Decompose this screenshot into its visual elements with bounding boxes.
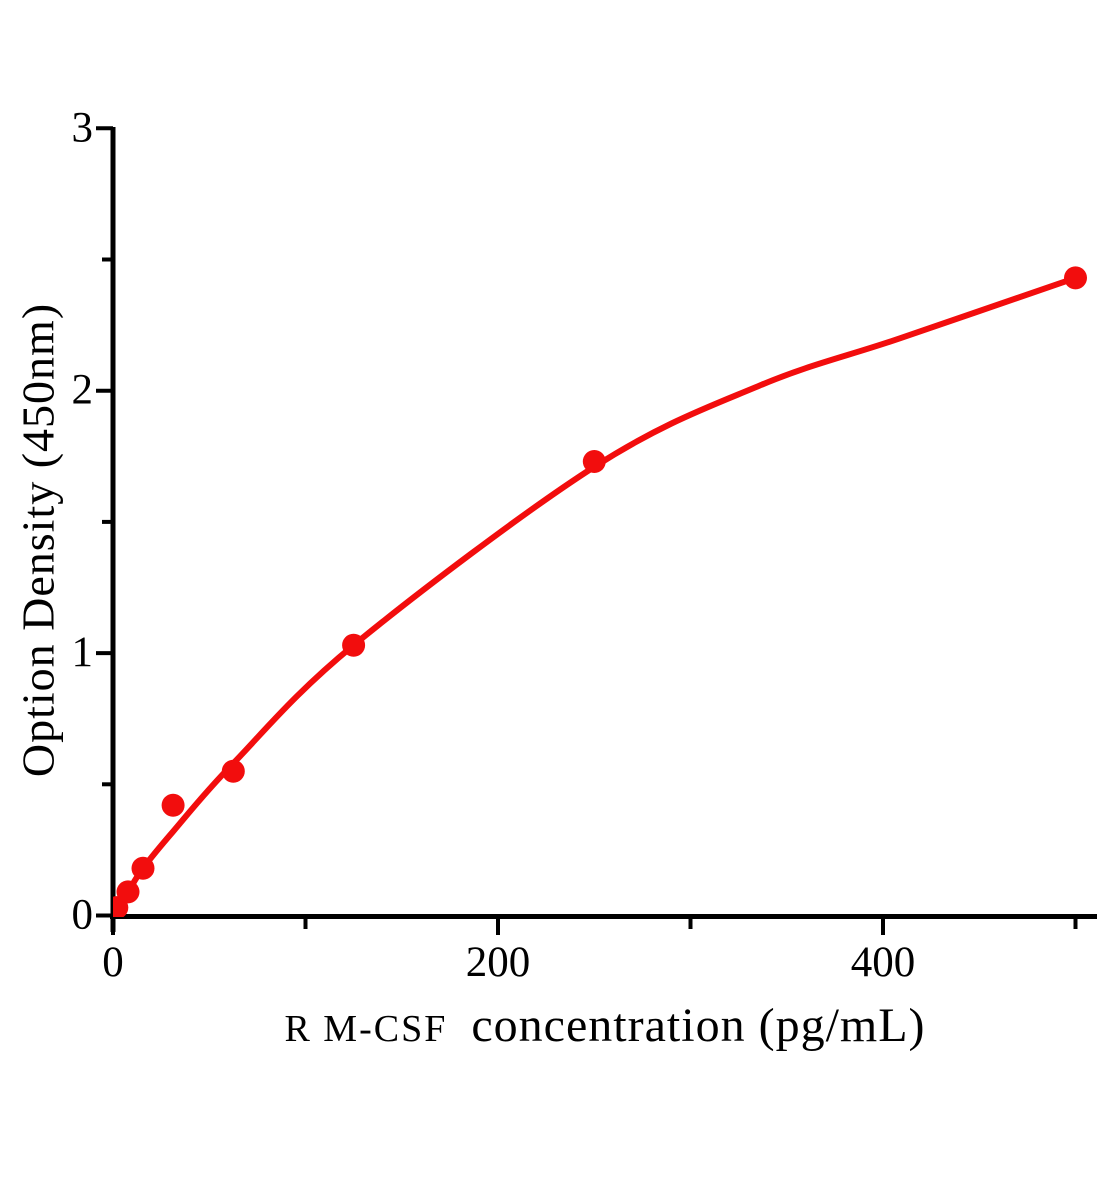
y-tick-label-0: 0 <box>72 892 94 939</box>
data-point-62.5 <box>221 759 245 783</box>
y-axis-title: Option Density (450nm) <box>12 302 64 778</box>
data-point-125 <box>342 633 366 657</box>
y-tick-label-3: 3 <box>72 104 94 151</box>
x-axis-title: R M-CSF concentration (pg/mL) <box>284 998 925 1053</box>
x-tick-label-400: 400 <box>851 939 916 986</box>
axes <box>96 126 1097 935</box>
x-axis-title-main: concentration (pg/mL) <box>471 999 926 1052</box>
tick-labels: 0 1 2 3 0 200 400 <box>72 104 916 986</box>
standard-curve-line <box>113 274 1079 917</box>
y-tick-label-1: 1 <box>72 629 94 676</box>
fit-curve <box>113 274 1079 917</box>
x-axis-title-prefix: R M-CSF <box>284 1008 448 1050</box>
data-point-7.8 <box>116 880 140 904</box>
data-point-500 <box>1064 266 1087 290</box>
data-points <box>113 266 1087 917</box>
data-point-31.2 <box>161 793 185 817</box>
y-tick-label-2: 2 <box>72 367 94 414</box>
x-tick-label-200: 200 <box>466 939 531 986</box>
data-point-250 <box>582 450 606 473</box>
x-tick-label-0: 0 <box>102 939 124 986</box>
data-point-15.6 <box>131 856 155 880</box>
